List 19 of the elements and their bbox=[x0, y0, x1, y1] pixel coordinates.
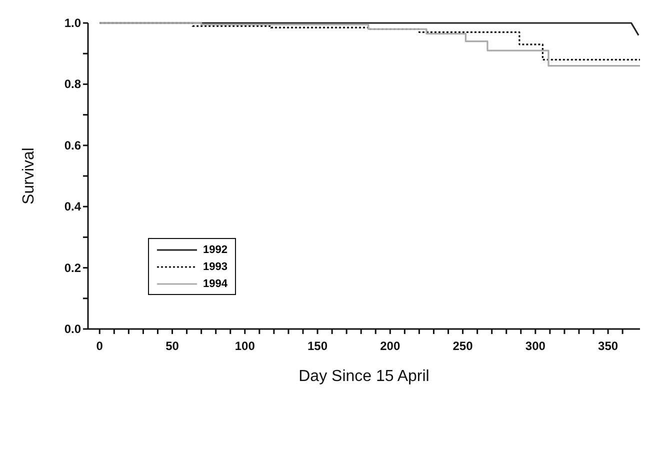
legend-label: 1994 bbox=[203, 278, 228, 290]
x-tick-label: 250 bbox=[452, 339, 474, 353]
x-tick-label: 50 bbox=[166, 339, 180, 353]
x-tick-label: 350 bbox=[598, 339, 618, 353]
x-axis-title: Day Since 15 April bbox=[298, 368, 430, 385]
x-tick-label: 200 bbox=[380, 339, 400, 353]
legend-label: 1992 bbox=[203, 244, 228, 256]
legend-label: 1993 bbox=[203, 260, 228, 272]
x-tick-label: 100 bbox=[234, 339, 256, 353]
y-tick-label: 0.2 bbox=[64, 260, 82, 275]
y-tick-label: 0.4 bbox=[64, 200, 82, 214]
y-axis-title: Survival bbox=[20, 148, 38, 204]
x-tick-label: 0 bbox=[96, 339, 104, 353]
y-tick-label: 0.8 bbox=[64, 77, 82, 92]
y-tick-label: 0.0 bbox=[64, 322, 82, 336]
x-tick-label: 300 bbox=[525, 339, 546, 353]
x-tick-label: 150 bbox=[308, 339, 328, 353]
y-tick-label: 1.0 bbox=[64, 16, 82, 30]
y-tick-label: 0.6 bbox=[64, 138, 82, 152]
